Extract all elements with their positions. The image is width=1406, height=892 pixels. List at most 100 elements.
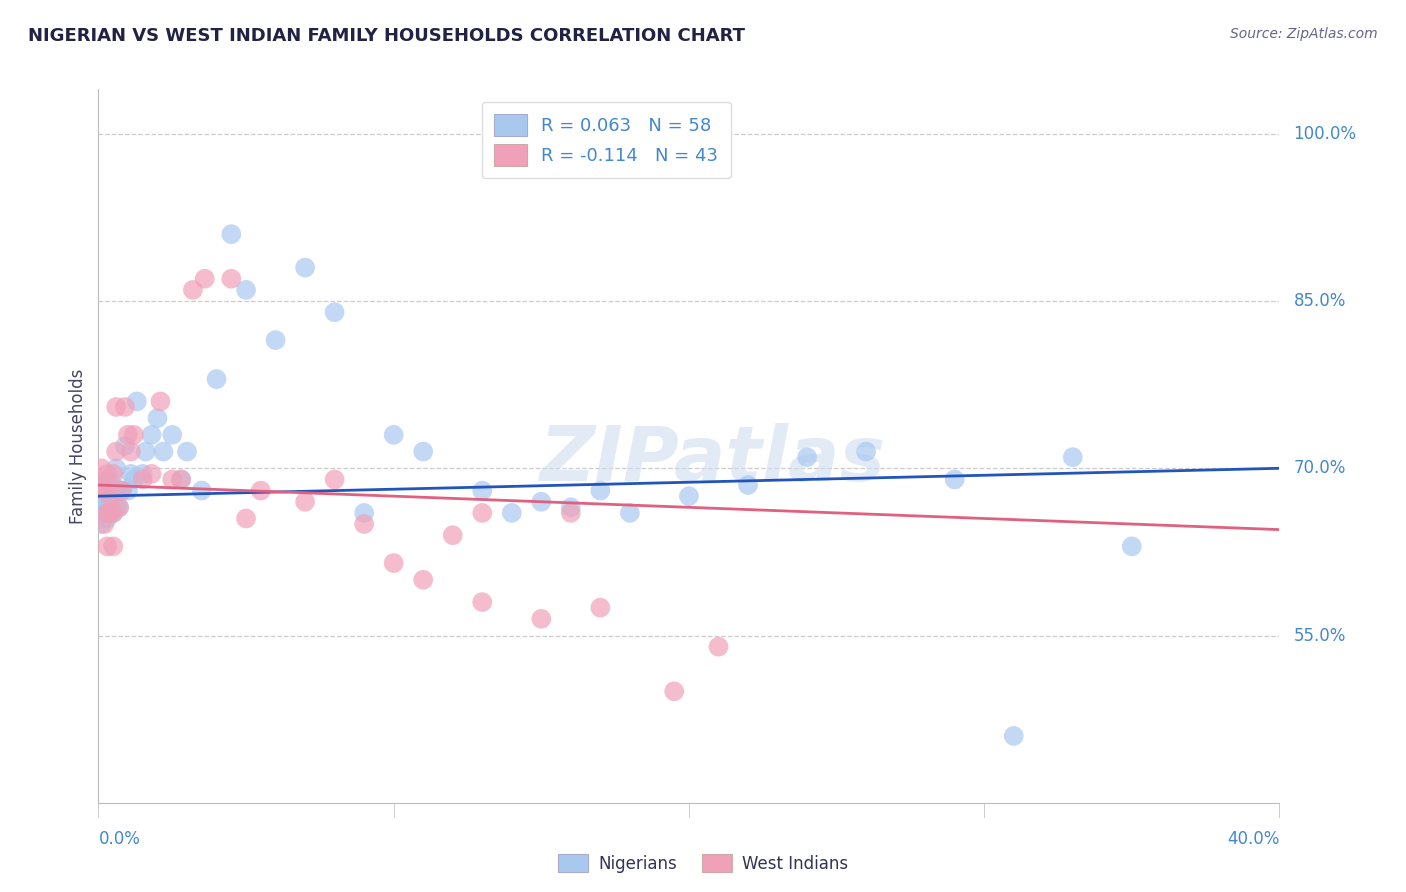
Point — [96, 506, 118, 520]
Point — [108, 483, 131, 498]
Point — [132, 467, 155, 481]
Text: 55.0%: 55.0% — [1294, 626, 1346, 645]
Point — [441, 528, 464, 542]
Y-axis label: Family Households: Family Households — [69, 368, 87, 524]
Text: 100.0%: 100.0% — [1294, 125, 1357, 143]
Point — [1002, 729, 1025, 743]
Point — [707, 640, 730, 654]
Point — [98, 494, 121, 508]
Point — [90, 461, 112, 475]
Point — [294, 260, 316, 275]
Point — [560, 500, 582, 515]
Point — [105, 444, 128, 458]
Point — [103, 506, 125, 520]
Point — [205, 372, 228, 386]
Point — [122, 473, 145, 487]
Point — [152, 444, 174, 458]
Legend: R = 0.063   N = 58, R = -0.114   N = 43: R = 0.063 N = 58, R = -0.114 N = 43 — [482, 102, 731, 178]
Point — [93, 478, 115, 492]
Text: Source: ZipAtlas.com: Source: ZipAtlas.com — [1230, 27, 1378, 41]
Point — [530, 612, 553, 626]
Point — [96, 473, 118, 487]
Point — [125, 394, 148, 409]
Point — [98, 483, 121, 498]
Point — [412, 573, 434, 587]
Point — [90, 478, 112, 492]
Point — [120, 444, 142, 458]
Point — [103, 506, 125, 520]
Point — [135, 444, 157, 458]
Point — [796, 450, 818, 465]
Legend: Nigerians, West Indians: Nigerians, West Indians — [551, 847, 855, 880]
Point — [170, 473, 193, 487]
Point — [96, 539, 118, 553]
Point — [105, 483, 128, 498]
Point — [93, 494, 115, 508]
Point — [117, 428, 139, 442]
Text: ZIPatlas: ZIPatlas — [540, 424, 886, 497]
Point — [235, 511, 257, 525]
Point — [108, 500, 131, 515]
Point — [855, 444, 877, 458]
Point — [93, 483, 115, 498]
Point — [219, 271, 242, 285]
Point — [619, 506, 641, 520]
Point — [117, 483, 139, 498]
Point — [501, 506, 523, 520]
Point — [1062, 450, 1084, 465]
Point — [146, 411, 169, 425]
Point — [530, 494, 553, 508]
Point — [98, 489, 121, 503]
Point — [105, 400, 128, 414]
Point — [90, 506, 112, 520]
Point — [93, 517, 115, 532]
Point — [170, 473, 193, 487]
Text: 40.0%: 40.0% — [1227, 830, 1279, 847]
Point — [103, 478, 125, 492]
Point — [250, 483, 273, 498]
Text: 0.0%: 0.0% — [98, 830, 141, 847]
Text: 70.0%: 70.0% — [1294, 459, 1346, 477]
Point — [93, 500, 115, 515]
Point — [294, 494, 316, 508]
Point — [162, 428, 183, 442]
Point — [105, 461, 128, 475]
Point — [90, 517, 112, 532]
Point — [264, 333, 287, 347]
Point — [181, 283, 204, 297]
Point — [176, 444, 198, 458]
Point — [141, 428, 163, 442]
Point — [323, 305, 346, 319]
Point — [96, 511, 118, 525]
Point — [105, 500, 128, 515]
Point — [323, 473, 346, 487]
Point — [96, 483, 118, 498]
Point — [103, 467, 125, 481]
Point — [353, 517, 375, 532]
Point — [353, 506, 375, 520]
Point — [471, 506, 494, 520]
Point — [678, 489, 700, 503]
Point — [132, 473, 155, 487]
Text: NIGERIAN VS WEST INDIAN FAMILY HOUSEHOLDS CORRELATION CHART: NIGERIAN VS WEST INDIAN FAMILY HOUSEHOLD… — [28, 27, 745, 45]
Point — [664, 684, 686, 698]
Point — [589, 483, 612, 498]
Point — [96, 467, 118, 481]
Point — [108, 500, 131, 515]
Point — [382, 428, 405, 442]
Point — [162, 473, 183, 487]
Point — [412, 444, 434, 458]
Point — [943, 473, 966, 487]
Point — [103, 539, 125, 553]
Point — [114, 439, 136, 453]
Point — [96, 500, 118, 515]
Point — [122, 428, 145, 442]
Point — [1121, 539, 1143, 553]
Point — [194, 271, 217, 285]
Point — [191, 483, 214, 498]
Point — [98, 506, 121, 520]
Point — [589, 600, 612, 615]
Point — [471, 483, 494, 498]
Point — [111, 483, 134, 498]
Point — [141, 467, 163, 481]
